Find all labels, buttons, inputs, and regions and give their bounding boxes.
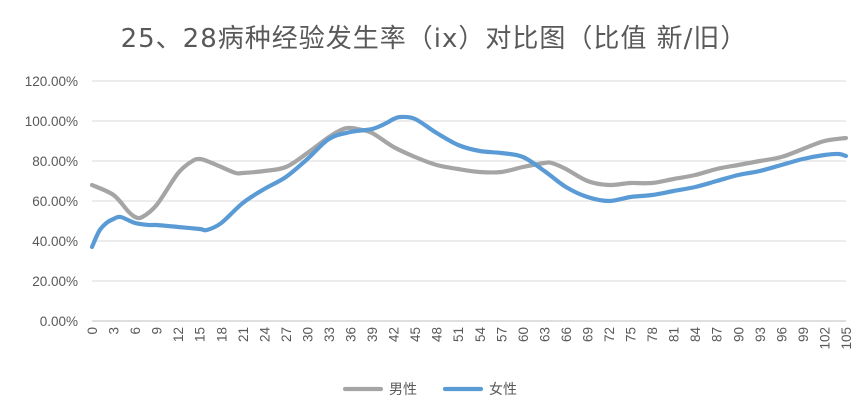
y-tick-label: 0.00%: [40, 314, 78, 329]
series-line-male: [89, 125, 849, 221]
x-tick-label: 21: [236, 327, 251, 342]
x-tick-label: 60: [516, 327, 531, 342]
x-tick-label: 63: [537, 327, 552, 342]
x-tick-label: 90: [731, 327, 746, 342]
y-tick-label: 40.00%: [32, 234, 78, 249]
x-tick-label: 24: [257, 327, 272, 343]
series-line-female: [89, 114, 849, 250]
x-tick-label: 42: [387, 327, 402, 342]
x-tick-label: 72: [602, 327, 617, 342]
x-tick-label: 0: [85, 327, 100, 335]
x-tick-label: 12: [171, 327, 186, 342]
x-tick-label: 45: [408, 327, 423, 342]
y-tick-label: 60.00%: [32, 194, 78, 209]
x-tick-label: 9: [150, 327, 165, 335]
x-tick-label: 51: [451, 327, 466, 342]
x-tick-label: 3: [107, 327, 122, 335]
x-tick-label: 96: [774, 327, 789, 342]
x-tick-label: 105: [839, 327, 854, 350]
x-tick-label: 27: [279, 327, 294, 342]
y-tick-label: 120.00%: [25, 74, 78, 89]
x-tick-label: 36: [344, 327, 359, 342]
x-tick-label: 78: [645, 327, 660, 342]
x-tick-label: 102: [817, 327, 832, 350]
x-tick-label: 99: [796, 327, 811, 342]
x-tick-label: 93: [753, 327, 768, 342]
x-tick-label: 57: [494, 327, 509, 342]
x-tick-label: 54: [473, 327, 488, 343]
x-tick-label: 84: [688, 327, 703, 343]
x-tick-label: 87: [710, 327, 725, 342]
x-tick-label: 6: [128, 327, 143, 335]
y-tick-label: 80.00%: [32, 154, 78, 169]
legend-label: 男性: [389, 382, 417, 398]
x-tick-label: 15: [193, 327, 208, 342]
x-tick-label: 30: [300, 327, 315, 342]
y-tick-label: 20.00%: [32, 274, 78, 289]
chart-title: 25、28病种经验发生率（ix）对比图（比值 新/旧）: [120, 24, 748, 54]
x-tick-label: 81: [667, 327, 682, 342]
x-tick-label: 18: [214, 327, 229, 342]
x-tick-label: 39: [365, 327, 380, 342]
x-tick-label: 48: [430, 327, 445, 342]
x-tick-label: 75: [624, 327, 639, 342]
y-tick-label: 100.00%: [25, 114, 78, 129]
x-tick-label: 69: [580, 327, 595, 342]
x-tick-label: 66: [559, 327, 574, 342]
legend-label: 女性: [489, 381, 517, 398]
x-tick-label: 33: [322, 327, 337, 342]
